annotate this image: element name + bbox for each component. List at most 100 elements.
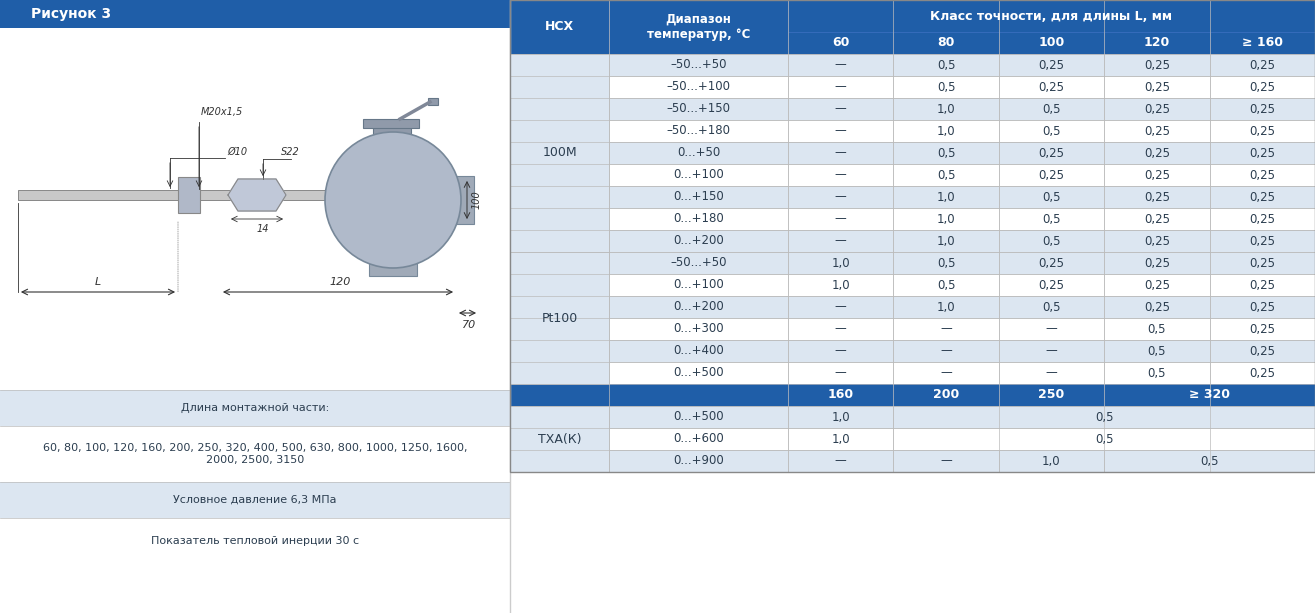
Bar xyxy=(510,340,609,362)
Text: 120: 120 xyxy=(330,277,351,287)
Text: 0,25: 0,25 xyxy=(1249,191,1276,204)
Bar xyxy=(788,362,893,384)
Bar xyxy=(1105,98,1210,120)
Bar xyxy=(788,0,1315,32)
Bar xyxy=(1105,384,1315,406)
Bar xyxy=(510,0,609,54)
Bar xyxy=(788,186,893,208)
Bar xyxy=(893,296,999,318)
Text: 0,25: 0,25 xyxy=(1039,256,1064,270)
Bar xyxy=(999,274,1105,296)
Bar xyxy=(893,340,999,362)
Bar xyxy=(18,190,343,200)
Bar xyxy=(1105,296,1210,318)
Text: 0,25: 0,25 xyxy=(1144,124,1170,137)
Bar xyxy=(510,54,609,76)
Bar xyxy=(1105,142,1210,164)
Bar xyxy=(510,120,609,142)
Bar xyxy=(893,318,999,340)
Text: 0,25: 0,25 xyxy=(1249,102,1276,115)
Text: 0...+400: 0...+400 xyxy=(673,345,723,357)
Bar xyxy=(893,164,999,186)
Bar xyxy=(609,208,788,230)
Bar xyxy=(178,177,200,213)
Bar xyxy=(510,406,609,428)
Bar xyxy=(510,362,609,384)
Bar xyxy=(1105,274,1210,296)
Bar xyxy=(999,450,1105,472)
Bar xyxy=(893,208,999,230)
Text: —: — xyxy=(1045,322,1057,335)
Bar xyxy=(609,450,788,472)
Text: 0...+100: 0...+100 xyxy=(673,278,723,292)
Bar xyxy=(510,186,609,208)
Bar xyxy=(1210,186,1315,208)
Text: 14: 14 xyxy=(256,224,270,234)
Bar xyxy=(427,98,438,105)
Bar xyxy=(1210,164,1315,186)
Bar xyxy=(609,274,788,296)
Bar xyxy=(510,318,609,340)
Text: Длина монтажной части:: Длина монтажной части: xyxy=(181,403,329,413)
Bar xyxy=(609,318,788,340)
Text: 120: 120 xyxy=(1144,37,1170,50)
Bar xyxy=(1105,208,1210,230)
Text: 0,25: 0,25 xyxy=(1249,124,1276,137)
Text: Класс точности, для длины L, мм: Класс точности, для длины L, мм xyxy=(931,9,1173,23)
Text: 1,0: 1,0 xyxy=(936,191,956,204)
Bar xyxy=(510,384,788,406)
Text: –50...+150: –50...+150 xyxy=(667,102,730,115)
Bar xyxy=(1210,296,1315,318)
Bar xyxy=(999,362,1105,384)
Text: 0,25: 0,25 xyxy=(1249,58,1276,72)
Text: 1,0: 1,0 xyxy=(936,213,956,226)
Bar xyxy=(609,76,788,98)
Text: 0,25: 0,25 xyxy=(1249,169,1276,181)
Bar xyxy=(788,274,893,296)
Bar xyxy=(0,28,510,390)
Bar xyxy=(0,0,510,28)
Text: 0,5: 0,5 xyxy=(1043,191,1061,204)
Bar xyxy=(510,142,609,164)
Bar xyxy=(609,0,788,54)
Text: —: — xyxy=(835,300,847,313)
Text: M20x1,5: M20x1,5 xyxy=(201,107,243,117)
Text: —: — xyxy=(835,322,847,335)
Bar xyxy=(893,186,999,208)
Bar xyxy=(510,54,609,252)
Bar xyxy=(999,186,1105,208)
Text: 0,5: 0,5 xyxy=(1095,411,1114,424)
Text: 60, 80, 100, 120, 160, 200, 250, 320, 400, 500, 630, 800, 1000, 1250, 1600,
2000: 60, 80, 100, 120, 160, 200, 250, 320, 40… xyxy=(43,443,467,465)
Text: 0,5: 0,5 xyxy=(936,147,955,159)
Text: 0...+900: 0...+900 xyxy=(673,454,723,468)
Text: 0,25: 0,25 xyxy=(1144,256,1170,270)
Bar xyxy=(893,76,999,98)
Bar xyxy=(788,340,893,362)
Text: 0,25: 0,25 xyxy=(1249,278,1276,292)
Text: 60: 60 xyxy=(832,37,849,50)
Text: —: — xyxy=(835,147,847,159)
Bar xyxy=(510,384,1315,406)
Text: Pt100: Pt100 xyxy=(542,311,577,324)
Text: 0,25: 0,25 xyxy=(1144,102,1170,115)
Bar xyxy=(1105,318,1210,340)
Bar xyxy=(1210,208,1315,230)
Text: 0,25: 0,25 xyxy=(1144,235,1170,248)
Bar xyxy=(510,208,609,230)
Text: 0...+200: 0...+200 xyxy=(673,300,723,313)
Text: 200: 200 xyxy=(932,389,959,402)
Text: 0,5: 0,5 xyxy=(1201,454,1219,468)
Bar xyxy=(999,384,1105,406)
Polygon shape xyxy=(227,179,285,211)
Bar xyxy=(510,98,609,120)
Text: 0,5: 0,5 xyxy=(936,278,955,292)
Text: 0,25: 0,25 xyxy=(1249,256,1276,270)
Text: 1,0: 1,0 xyxy=(831,433,849,446)
Text: 0...+100: 0...+100 xyxy=(673,169,723,181)
Text: —: — xyxy=(1045,367,1057,379)
Bar xyxy=(999,98,1105,120)
Bar xyxy=(0,426,510,482)
Text: 0,5: 0,5 xyxy=(1148,345,1166,357)
Bar xyxy=(1210,98,1315,120)
Bar xyxy=(999,296,1105,318)
